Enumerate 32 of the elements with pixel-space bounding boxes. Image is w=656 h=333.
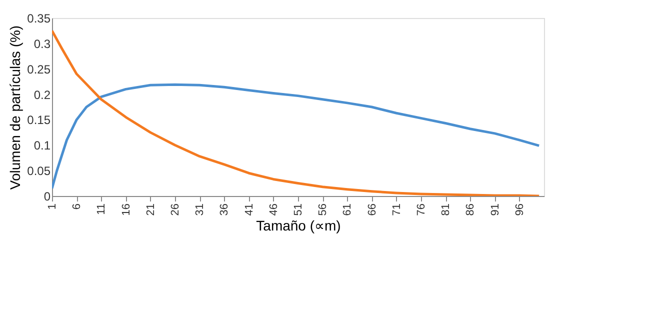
- x-tick-label: 96: [514, 204, 526, 216]
- x-tick-label: 26: [170, 204, 182, 216]
- x-axis-title: Tamaño (∝m): [256, 218, 341, 234]
- y-axis-title: Volumen de partículas (%): [7, 25, 24, 190]
- x-tick-label: 86: [464, 204, 477, 216]
- x-tick-label: 61: [342, 204, 354, 216]
- y-tick-label: 0.05: [27, 164, 51, 178]
- y-tick-label: 0.15: [27, 113, 51, 128]
- y-tick-label: 0.2: [34, 88, 51, 102]
- x-tick-label: 91: [489, 204, 502, 216]
- line-series: [52, 29, 540, 196]
- x-tick-label: 76: [416, 204, 428, 216]
- y-tick-label: 0.25: [27, 62, 51, 76]
- x-tick-label: 66: [366, 204, 378, 216]
- y-tick-label: 0: [44, 190, 51, 204]
- line-series: [52, 83, 540, 190]
- x-tick-label: 11: [96, 204, 108, 215]
- x-tick-label: 81: [440, 204, 452, 216]
- x-tick-label: 71: [390, 204, 403, 216]
- x-tick-label: 41: [243, 204, 256, 216]
- x-tick-label: 46: [268, 204, 280, 216]
- x-tick-label: 1: [46, 204, 58, 210]
- x-tick-label: 56: [317, 204, 330, 216]
- x-tick-label: 6: [71, 204, 84, 210]
- x-tick-label: 16: [120, 204, 132, 216]
- x-tick-label: 36: [218, 204, 231, 216]
- y-tick-label: 0.3: [34, 36, 51, 51]
- x-tick-label: 51: [292, 204, 304, 216]
- x-tick-label: 31: [194, 204, 206, 216]
- y-tick-label: 0.35: [27, 12, 51, 26]
- y-tick-label: 0.1: [34, 138, 51, 153]
- x-tick-label: 21: [144, 204, 157, 216]
